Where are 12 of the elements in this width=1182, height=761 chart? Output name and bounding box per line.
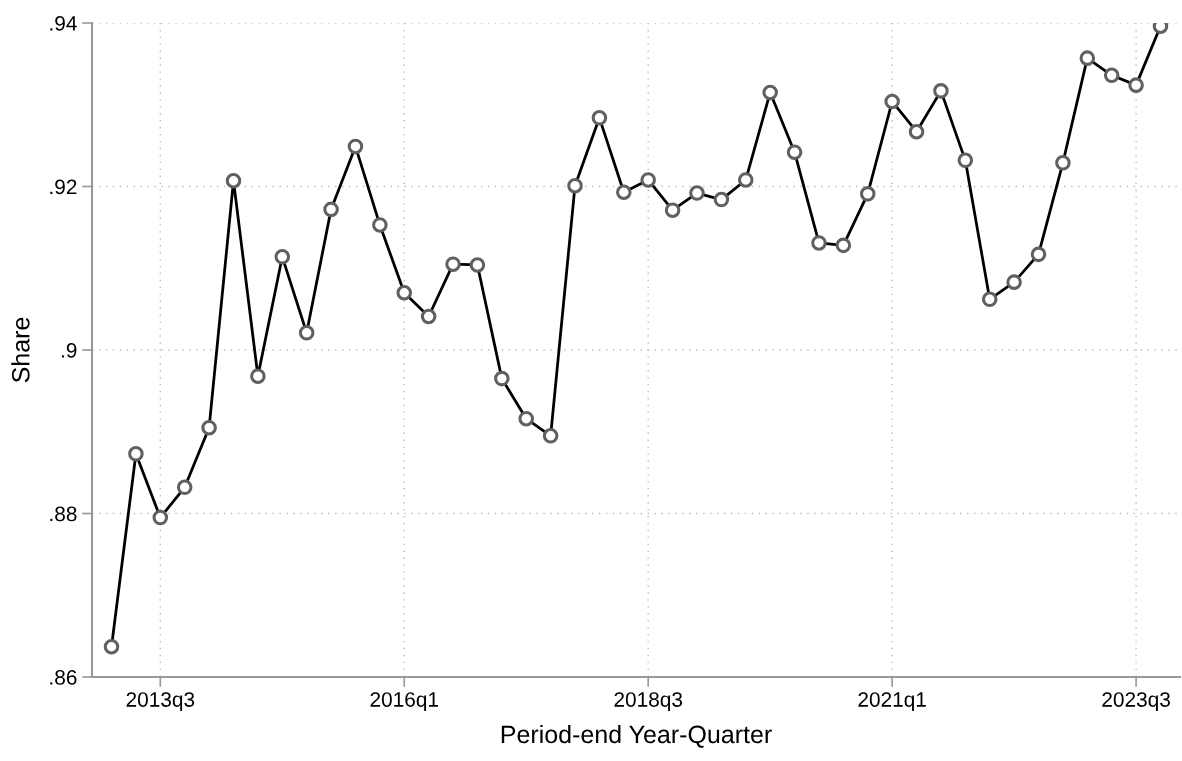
y-tick-label: .88: [50, 506, 77, 522]
x-tick-label: 2021q1: [858, 692, 926, 711]
y-tick-label: .92: [50, 179, 77, 195]
x-axis-title: Period-end Year-Quarter: [501, 724, 772, 748]
y-tick-label: .9: [61, 343, 77, 358]
y-tick-label: .86: [50, 670, 77, 685]
y-axis-title: Share: [11, 317, 30, 383]
x-tick-label: 2018q3: [614, 692, 683, 711]
x-tick-label: 2016q1: [370, 692, 438, 711]
y-tick-label: .94: [50, 16, 77, 31]
x-tick-label: 2023q3: [1102, 692, 1170, 711]
x-tick-label: 2013q3: [126, 692, 195, 711]
